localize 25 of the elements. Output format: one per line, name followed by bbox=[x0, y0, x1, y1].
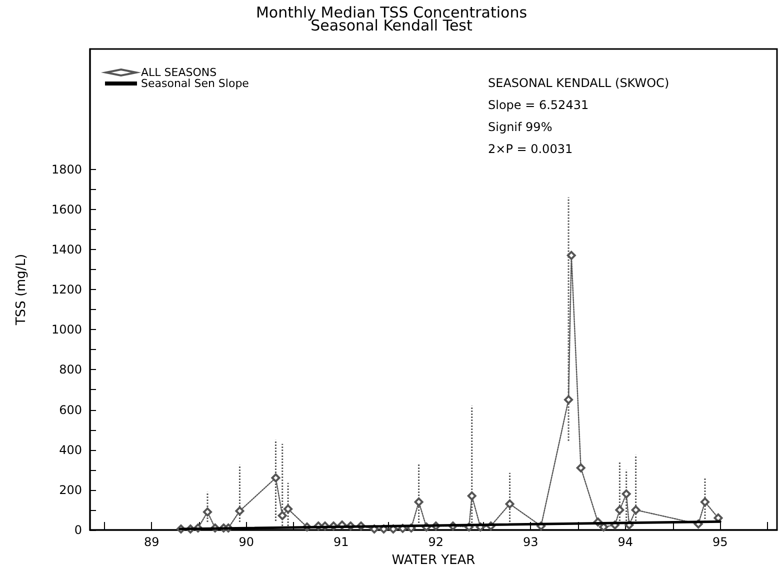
legend-label: Seasonal Sen Slope bbox=[141, 77, 250, 90]
y-tick-label: 1600 bbox=[51, 202, 82, 216]
x-tick-label: 91 bbox=[333, 535, 349, 549]
x-tick-label: 89 bbox=[144, 535, 160, 549]
annotation: Signif 99% bbox=[488, 120, 552, 134]
annotation: 2×P = 0.0031 bbox=[488, 142, 573, 156]
y-tick-label: 1000 bbox=[51, 322, 82, 337]
y-tick-label: 600 bbox=[59, 402, 82, 417]
y-axis-title: TSS (mg/L) bbox=[14, 254, 29, 326]
x-tick-label: 93 bbox=[522, 535, 538, 549]
x-tick-label: 95 bbox=[712, 535, 728, 549]
x-tick-label: 94 bbox=[618, 535, 634, 549]
y-tick-label: 800 bbox=[59, 362, 82, 377]
legend-label: ALL SEASONS bbox=[141, 66, 217, 79]
y-tick-label: 400 bbox=[59, 442, 82, 457]
x-axis-title: WATER YEAR bbox=[392, 553, 476, 568]
y-tick-label: 1200 bbox=[51, 282, 82, 296]
x-tick-label: 92 bbox=[428, 535, 444, 549]
y-tick-label: 1400 bbox=[51, 242, 82, 256]
y-tick-label: 200 bbox=[59, 482, 82, 497]
annotation: Slope = 6.52431 bbox=[488, 98, 589, 112]
y-tick-label: 1800 bbox=[51, 162, 82, 176]
x-tick-label: 90 bbox=[238, 535, 254, 549]
annotation: SEASONAL KENDALL (SKWOC) bbox=[488, 76, 670, 90]
y-tick-label: 0 bbox=[74, 523, 82, 537]
